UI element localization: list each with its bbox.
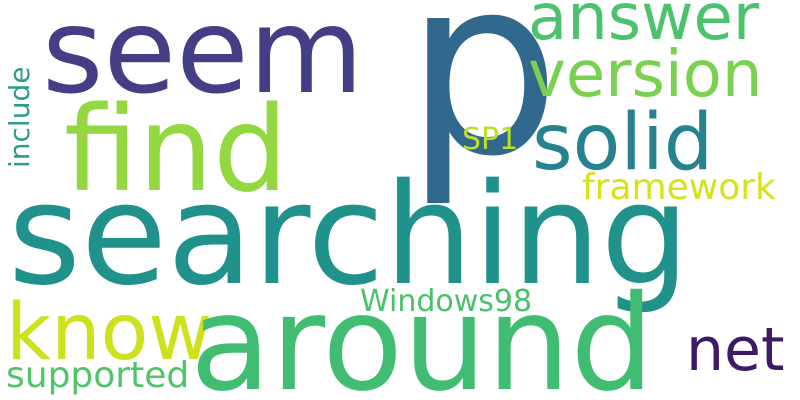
word-include: include <box>3 66 36 168</box>
word-windows98: Windows98 <box>360 284 533 319</box>
word-answer: answer <box>528 0 760 55</box>
word-searching: searching <box>8 154 690 317</box>
word-version: version <box>528 38 763 112</box>
word-p: p <box>405 0 561 210</box>
word-around: around <box>190 267 655 400</box>
word-solid: solid <box>532 98 714 188</box>
word-net: net <box>686 315 785 385</box>
word-framework: framework <box>582 167 776 208</box>
word-supported: supported <box>6 355 190 396</box>
word-seem: seem <box>42 0 364 120</box>
word-find: find <box>64 80 289 218</box>
word-sp1: SP1 <box>462 122 519 157</box>
word-know: know <box>6 288 213 378</box>
